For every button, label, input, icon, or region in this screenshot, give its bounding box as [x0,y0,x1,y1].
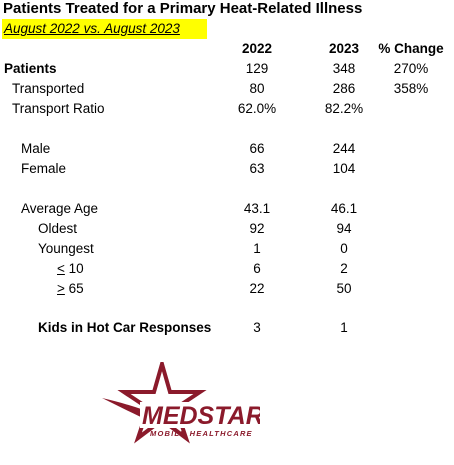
ratio-2022: 62.0% [237,101,277,116]
ge65-2022: 22 [249,281,265,296]
transported-2023: 286 [332,81,356,96]
youngest-2023: 0 [340,241,348,256]
kids-2023: 1 [340,320,348,335]
row-label-average-age: Average Age [21,201,99,216]
patients-pct: 270% [393,61,429,76]
header-2022: 2022 [241,41,273,56]
oldest-2023: 94 [336,221,352,236]
page-subtitle: August 2022 vs. August 2023 [2,19,207,39]
row-label-kids-hot-car: Kids in Hot Car Responses [38,320,212,335]
header-pct-change: % Change [378,41,444,56]
le10-2022: 6 [253,261,261,276]
medstar-logo: MEDSTAR MOBILE HEALTHCARE [102,362,260,444]
row-label-over-65: > 65 [57,280,84,298]
transported-2022: 80 [249,81,265,96]
avg-age-2023: 46.1 [330,201,358,216]
kids-2022: 3 [253,320,261,335]
logo-tagline: MOBILE HEALTHCARE [150,429,253,438]
ge65-2023: 50 [336,281,352,296]
patients-2022: 129 [245,61,269,76]
row-label-oldest: Oldest [38,221,78,236]
row-label-female: Female [21,161,67,176]
le10-2023: 2 [340,261,348,276]
le10-label-text: < 10 [57,261,84,276]
row-label-youngest: Youngest [38,241,94,256]
transported-pct: 358% [393,81,429,96]
row-label-under-10: < 10 [57,260,84,278]
logo-wordmark: MEDSTAR [142,402,260,430]
ratio-2023: 82.2% [324,101,364,116]
youngest-2022: 1 [253,241,261,256]
page-title: Patients Treated for a Primary Heat-Rela… [3,0,363,17]
header-2023: 2023 [328,41,360,56]
row-label-male: Male [21,141,51,156]
avg-age-2022: 43.1 [243,201,271,216]
male-2022: 66 [249,141,265,156]
row-label-transported: Transported [12,81,85,96]
row-label-transport-ratio: Transport Ratio [12,101,105,116]
patients-2023: 348 [332,61,356,76]
oldest-2022: 92 [249,221,265,236]
row-label-patients: Patients [4,61,57,76]
ge65-label-text: > 65 [57,281,84,296]
male-2023: 244 [332,141,356,156]
female-2022: 63 [249,161,265,176]
female-2023: 104 [332,161,356,176]
